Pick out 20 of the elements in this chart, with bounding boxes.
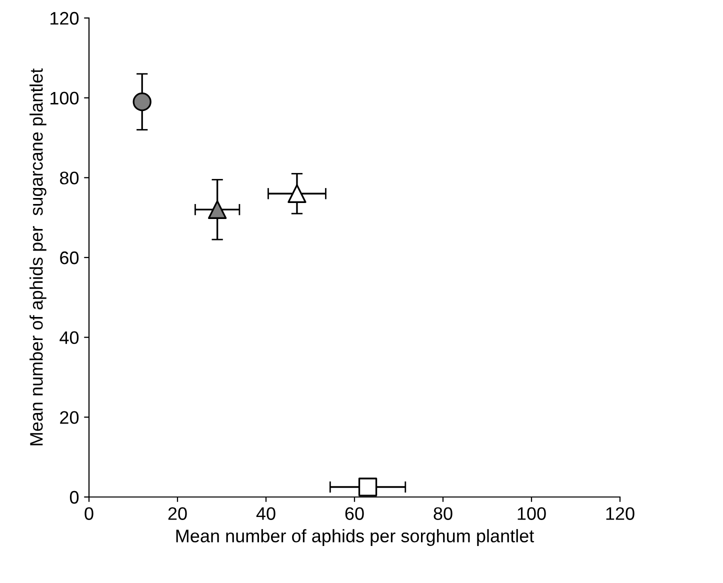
point xyxy=(208,200,227,219)
x-tick-label: 80 xyxy=(434,507,452,520)
x-tick-label: 20 xyxy=(168,507,187,520)
point xyxy=(288,184,306,203)
y-tick-label: 100 xyxy=(50,92,79,105)
point xyxy=(358,478,378,496)
y-tick-label: 20 xyxy=(60,411,79,424)
x-tick-label: 100 xyxy=(518,507,546,520)
y-axis-title: Mean number of aphids per sugarcane plantlet xyxy=(30,68,46,446)
y-tick-label: 40 xyxy=(60,331,79,344)
x-axis-title: Mean number of aphids per sorghum plantlet xyxy=(176,529,534,546)
y-tick-label: 0 xyxy=(70,490,79,504)
x-tick-label: 120 xyxy=(606,507,634,520)
y-tick-label: 80 xyxy=(60,172,79,184)
point xyxy=(132,92,152,112)
x-tick-label: 60 xyxy=(345,507,364,520)
x-tick-label: 0 xyxy=(84,507,94,520)
y-tick-label: 60 xyxy=(60,251,79,264)
x-tick-label: 40 xyxy=(256,507,276,520)
y-tick-label: 120 xyxy=(50,12,79,25)
